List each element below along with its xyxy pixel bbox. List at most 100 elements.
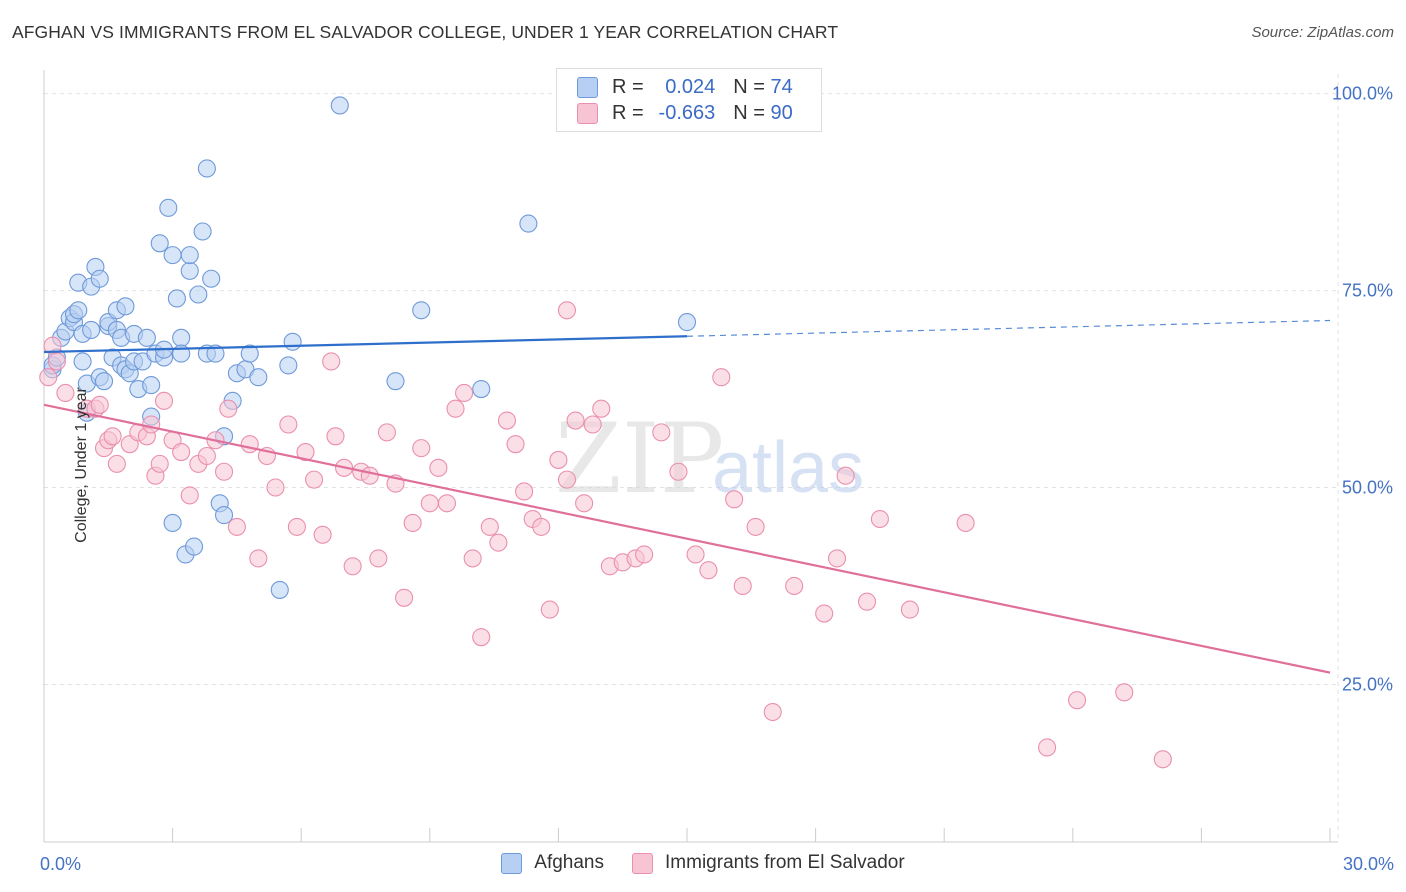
afghans-point bbox=[90, 269, 109, 288]
el-salvador-point bbox=[287, 517, 306, 536]
afghans-point bbox=[206, 344, 225, 363]
el-salvador-point bbox=[455, 383, 474, 403]
el-salvador-point bbox=[322, 352, 341, 371]
afghans-point bbox=[270, 580, 289, 599]
el-salvador-point bbox=[219, 399, 238, 418]
el-salvador-point bbox=[395, 588, 414, 607]
el-salvador-point bbox=[47, 352, 66, 371]
n-label: N = bbox=[733, 101, 765, 124]
afghans-point bbox=[94, 372, 114, 391]
el-salvador-point bbox=[557, 301, 577, 320]
el-salvador-point bbox=[506, 435, 525, 454]
afghans-point bbox=[283, 332, 302, 351]
el-salvador-point bbox=[197, 446, 216, 466]
afghans-point bbox=[472, 379, 491, 399]
afghans-swatch bbox=[501, 852, 523, 874]
source-label: Source: ZipAtlas.com bbox=[1251, 24, 1394, 41]
el-salvador-point bbox=[412, 439, 431, 458]
y-tick-label: 100.0% bbox=[1332, 84, 1393, 104]
r-label: R = bbox=[612, 75, 644, 98]
x-tick-label: 30.0% bbox=[1343, 854, 1394, 874]
el-salvador-point bbox=[472, 628, 491, 647]
afghans-trend-line bbox=[43, 335, 688, 354]
el-salvador-point bbox=[686, 545, 705, 564]
legend-label: Immigrants from El Salvador bbox=[665, 852, 905, 873]
el-salvador-point bbox=[214, 462, 234, 481]
afghans-point bbox=[386, 372, 405, 391]
el-salvador-point bbox=[172, 443, 191, 462]
el-salvador-point bbox=[725, 490, 744, 509]
afghans-point bbox=[412, 301, 431, 320]
series-legend: Afghans Immigrants from El Salvador bbox=[0, 852, 1406, 874]
el-salvador-point bbox=[180, 486, 199, 505]
axes bbox=[43, 70, 1338, 843]
el-salvador-point bbox=[249, 549, 268, 568]
el-salvador-point bbox=[1115, 683, 1134, 702]
el-salvador-point bbox=[377, 423, 396, 442]
afghans-point bbox=[519, 214, 538, 233]
afghans-trend-extension bbox=[686, 319, 1331, 337]
n-label: N = bbox=[733, 75, 765, 98]
el-salvador-point bbox=[712, 368, 731, 387]
afghans-point bbox=[137, 328, 156, 347]
el-salvador-point bbox=[635, 545, 654, 564]
afghans-point bbox=[172, 328, 191, 347]
el-salvador-point bbox=[652, 423, 671, 442]
afghans-point bbox=[180, 261, 199, 280]
el-salvador-point bbox=[489, 533, 508, 552]
el-salvador-point bbox=[266, 478, 285, 497]
el-salvador-point bbox=[240, 435, 259, 454]
el-salvador-points bbox=[39, 301, 1172, 769]
el-salvador-point bbox=[360, 466, 379, 485]
afghans-point bbox=[180, 246, 199, 265]
y-tick-label: 75.0% bbox=[1342, 281, 1393, 301]
afghans-point bbox=[82, 320, 101, 340]
trend-lines bbox=[43, 319, 1331, 674]
afghans-point bbox=[279, 356, 298, 375]
el-salvador-point bbox=[463, 549, 482, 568]
el-salvador-point bbox=[699, 561, 718, 580]
afghans-point bbox=[163, 246, 182, 265]
el-salvador-point bbox=[785, 576, 804, 596]
el-salvador-point bbox=[827, 549, 847, 568]
legend-item-afghans[interactable]: Afghans bbox=[501, 852, 604, 874]
el-salvador-point bbox=[497, 411, 517, 430]
legend-item-el-salvador[interactable]: Immigrants from El Salvador bbox=[632, 852, 905, 874]
el-salvador-point bbox=[857, 592, 877, 611]
afghans-point bbox=[202, 269, 221, 288]
el-salvador-point bbox=[746, 517, 765, 536]
el-salvador-point bbox=[369, 549, 388, 568]
el-salvador-point bbox=[566, 411, 585, 430]
y-tick-label: 25.0% bbox=[1342, 674, 1393, 694]
el-salvador-point bbox=[1038, 738, 1057, 757]
afghans-point bbox=[240, 344, 259, 363]
el-salvador-point bbox=[480, 517, 499, 536]
afghans-point bbox=[73, 352, 92, 371]
el-salvador-point bbox=[583, 415, 602, 434]
el-salvador-point bbox=[540, 600, 559, 619]
afghans-points bbox=[43, 96, 697, 599]
el-salvador-point bbox=[956, 513, 975, 533]
el-salvador-point bbox=[900, 600, 919, 619]
afghans-point bbox=[167, 289, 186, 308]
el-salvador-point bbox=[429, 458, 448, 477]
el-salvador-point bbox=[403, 513, 422, 533]
el-salvador-point bbox=[279, 415, 298, 434]
el-salvador-point bbox=[1068, 691, 1087, 710]
el-salvador-point bbox=[90, 395, 109, 414]
y-axis-label: College, Under 1 year bbox=[72, 387, 90, 543]
el-salvador-point bbox=[107, 454, 126, 473]
afghans-point bbox=[184, 537, 204, 556]
el-salvador-point bbox=[763, 702, 782, 722]
el-salvador-point bbox=[313, 525, 332, 544]
watermark: ZIP atlas bbox=[555, 403, 864, 515]
el-salvador-point bbox=[142, 415, 161, 434]
el-salvador-swatch bbox=[632, 852, 654, 874]
correlation-legend: R = 0.024 N = 74 R = -0.663 N = 90 bbox=[556, 68, 822, 132]
legend-row-afghans: R = 0.024 N = 74 bbox=[577, 75, 793, 99]
afghans-point bbox=[197, 159, 216, 178]
afghans-point bbox=[116, 297, 135, 316]
el-salvador-point bbox=[515, 482, 534, 501]
afghans-point bbox=[150, 234, 169, 253]
